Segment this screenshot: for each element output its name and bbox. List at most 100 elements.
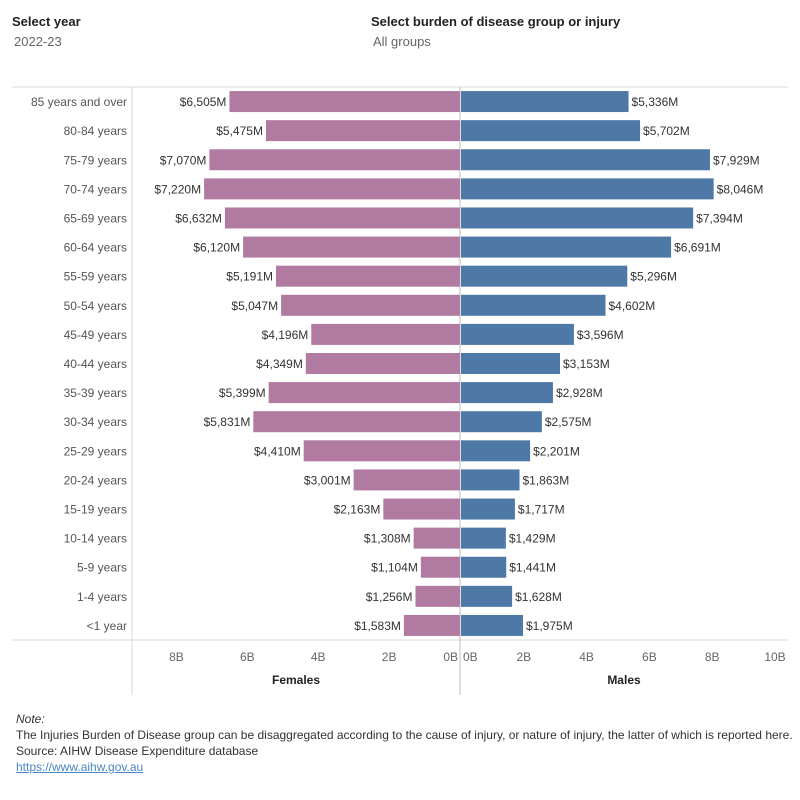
category-label: 15-19 years	[64, 503, 127, 517]
female-data-label: $6,505M	[180, 95, 227, 109]
note-title: Note:	[16, 712, 45, 726]
male-data-label: $5,296M	[630, 270, 677, 284]
male-bar	[461, 265, 628, 287]
year-filter-label: Select year	[12, 14, 81, 29]
female-data-label: $2,163M	[334, 503, 381, 517]
female-data-label: $7,070M	[160, 153, 207, 167]
male-bar	[461, 323, 574, 345]
female-data-label: $5,047M	[231, 299, 278, 313]
male-data-label: $3,153M	[563, 357, 610, 371]
expenditure-butterfly-chart: 85 years and over $6,505M $5,336M 80-84 yea…	[12, 86, 788, 695]
male-data-label: $2,575M	[545, 415, 592, 429]
female-data-label: $6,632M	[175, 211, 222, 225]
male-bar	[461, 614, 524, 636]
female-data-label: $5,475M	[216, 124, 263, 138]
disease-group-filter-value[interactable]: All groups	[373, 34, 431, 49]
male-bar	[461, 585, 513, 607]
male-bar	[461, 527, 506, 549]
male-bar	[461, 236, 672, 258]
year-filter-value[interactable]: 2022-23	[14, 34, 62, 49]
female-bar	[353, 469, 460, 491]
male-data-label: $8,046M	[717, 182, 764, 196]
female-bar	[229, 91, 460, 113]
female-bar	[383, 498, 460, 520]
female-data-label: $1,583M	[354, 619, 401, 633]
female-bar	[311, 323, 460, 345]
male-data-label: $5,702M	[643, 124, 690, 138]
female-bar	[413, 527, 460, 549]
male-bar	[461, 411, 542, 433]
female-axis-tick-label: 6B	[240, 650, 255, 664]
female-bar	[420, 556, 460, 578]
male-data-label: $2,201M	[533, 444, 580, 458]
male-bar	[461, 120, 641, 142]
category-label: 55-59 years	[64, 270, 127, 284]
female-axis-title: Females	[272, 673, 320, 687]
male-bar	[461, 556, 507, 578]
male-bar	[461, 207, 694, 229]
category-label: 65-69 years	[64, 211, 127, 225]
category-label: <1 year	[87, 619, 127, 633]
chart-note: Note: The Injuries Burden of Disease gro…	[16, 711, 793, 775]
category-label: 35-39 years	[64, 386, 127, 400]
category-label: 70-74 years	[64, 182, 127, 196]
female-data-label: $4,349M	[256, 357, 303, 371]
female-data-label: $5,399M	[219, 386, 266, 400]
female-bar	[276, 265, 460, 287]
female-bar	[224, 207, 460, 229]
male-axis-tick-label: 8B	[705, 650, 720, 664]
male-data-label: $4,602M	[609, 299, 656, 313]
male-axis-title: Males	[607, 673, 641, 687]
male-bar	[461, 91, 629, 113]
male-bar	[461, 353, 561, 374]
female-data-label: $6,120M	[193, 241, 240, 255]
category-label: 60-64 years	[64, 241, 127, 255]
male-data-label: $1,628M	[515, 590, 562, 604]
male-bar	[461, 498, 515, 520]
male-data-label: $7,929M	[713, 153, 760, 167]
male-bar	[461, 149, 710, 171]
female-bar	[204, 178, 460, 200]
female-bar	[243, 236, 460, 258]
disease-group-filter[interactable]: Select burden of disease group or injury…	[371, 14, 620, 49]
male-data-label: $7,394M	[696, 211, 743, 225]
category-label: 25-29 years	[64, 444, 127, 458]
female-bar	[303, 440, 460, 462]
female-axis-tick-label: 0B	[443, 650, 458, 664]
category-label: 10-14 years	[64, 532, 127, 546]
category-label: 85 years and over	[31, 95, 127, 109]
disease-group-filter-label: Select burden of disease group or injury	[371, 14, 621, 29]
male-data-label: $1,441M	[509, 561, 556, 575]
female-data-label: $5,191M	[226, 270, 273, 284]
female-data-label: $1,104M	[371, 561, 418, 575]
male-bar	[461, 382, 553, 404]
category-label: 5-9 years	[77, 561, 127, 575]
female-data-label: $1,256M	[366, 590, 413, 604]
male-axis-tick-label: 0B	[463, 650, 478, 664]
year-filter[interactable]: Select year 2022-23	[12, 14, 81, 49]
female-bar	[209, 149, 460, 171]
female-bar	[281, 294, 460, 316]
aihw-link[interactable]: https://www.aihw.gov.au	[16, 760, 144, 774]
male-data-label: $1,975M	[526, 619, 573, 633]
male-bar	[461, 469, 520, 491]
male-bar	[461, 294, 606, 316]
male-data-label: $6,691M	[674, 241, 721, 255]
female-data-label: $5,831M	[204, 415, 251, 429]
female-axis-tick-label: 4B	[311, 650, 326, 664]
category-label: 80-84 years	[64, 124, 127, 138]
category-label: 40-44 years	[64, 357, 127, 371]
male-axis-tick-label: 6B	[642, 650, 657, 664]
category-label: 30-34 years	[64, 415, 127, 429]
female-bar	[268, 382, 460, 404]
male-axis-tick-label: 4B	[579, 650, 594, 664]
female-bar	[305, 353, 460, 374]
category-label: 20-24 years	[64, 473, 127, 487]
category-label: 45-49 years	[64, 328, 127, 342]
male-bar	[461, 178, 714, 200]
note-source: Source: AIHW Disease Expenditure databas…	[16, 744, 259, 758]
note-text: The Injuries Burden of Disease group can…	[16, 728, 793, 742]
female-data-label: $1,308M	[364, 532, 411, 546]
male-data-label: $2,928M	[556, 386, 603, 400]
category-label: 75-79 years	[64, 153, 127, 167]
